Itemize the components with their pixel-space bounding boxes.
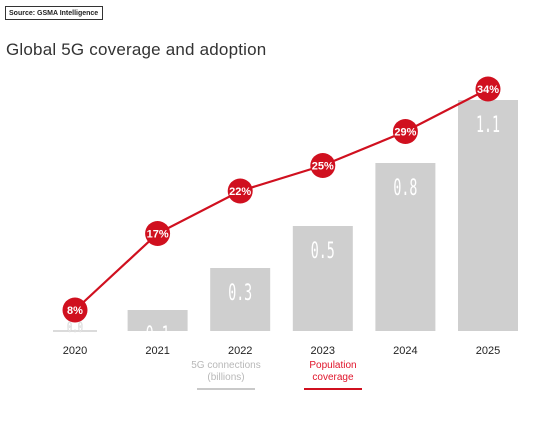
coverage-label-2022: 22%	[229, 186, 251, 198]
bar-2024	[375, 163, 436, 331]
coverage-point-2020	[62, 297, 88, 323]
x-tick-label-2024: 2024	[393, 345, 417, 357]
bar-value-label-2025: 1.1	[476, 113, 500, 138]
coverage-label-2021: 17%	[147, 229, 169, 241]
coverage-label-2023: 25%	[312, 161, 334, 173]
coverage-point-2021	[145, 221, 171, 246]
coverage-label-2024: 29%	[394, 127, 416, 139]
legend-connections-swatch	[197, 388, 255, 390]
x-tick-label-2022: 2022	[228, 345, 252, 357]
coverage-point-2025	[475, 76, 501, 102]
bar-2023	[292, 226, 353, 331]
legend-coverage-label-line2: coverage	[312, 372, 354, 383]
coverage-label-2025: 34%	[477, 84, 499, 96]
coverage-label-2020: 8%	[67, 305, 83, 317]
legend-connections: 5G connections (billions)	[186, 360, 266, 390]
bar-value-label-2022: 0.3	[228, 281, 252, 306]
legend-coverage: Population coverage	[300, 360, 366, 390]
chart-title: Global 5G coverage and adoption	[6, 40, 267, 59]
coverage-point-2023	[310, 153, 336, 178]
legend-connections-label-line2: (billions)	[207, 372, 245, 383]
coverage-point-2022	[227, 178, 253, 204]
bar-value-label-2020: 0.0	[67, 320, 83, 336]
source-label: Source: GSMA Intelligence	[5, 6, 103, 20]
bar-value-label-2021: 0.1	[146, 323, 170, 348]
bar-2022	[210, 268, 271, 331]
bar-2025	[458, 100, 518, 331]
legend-coverage-swatch	[304, 388, 362, 390]
x-tick-label-2021: 2021	[145, 345, 169, 357]
bar-value-label-2023: 0.5	[311, 239, 335, 264]
legend-coverage-label-line1: Population	[309, 360, 357, 371]
x-tick-label-2025: 2025	[476, 345, 500, 357]
coverage-point-2024	[392, 119, 418, 144]
bar-value-label-2024: 0.8	[393, 176, 417, 201]
legend-connections-label-line1: 5G connections	[191, 360, 261, 371]
x-tick-label-2023: 2023	[311, 345, 335, 357]
bar-2021	[127, 310, 188, 331]
x-tick-label-2020: 2020	[63, 345, 87, 357]
coverage-line	[74, 88, 489, 311]
